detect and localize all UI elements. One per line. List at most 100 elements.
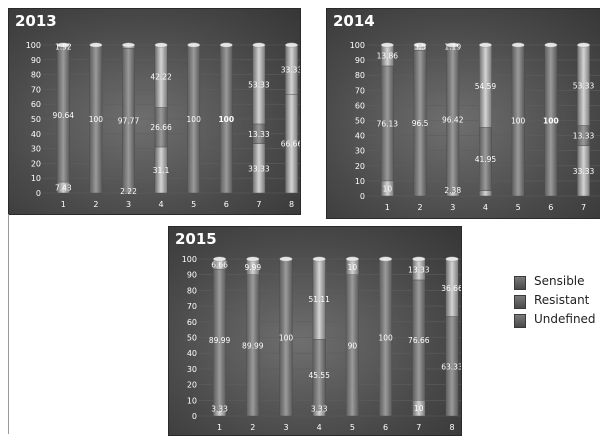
bar-cap	[252, 42, 266, 48]
data-label: 53.33	[573, 81, 595, 90]
data-label: 89.99	[209, 336, 231, 345]
legend: Sensible Resistant Undefined	[514, 274, 600, 332]
y-tick-label: 90	[31, 56, 41, 65]
x-tick-label: 1	[61, 200, 66, 209]
divider-line	[8, 214, 9, 434]
data-label: 90	[348, 341, 358, 350]
x-tick-label: 5	[516, 203, 521, 212]
bar-cap	[89, 42, 103, 48]
bar-cap	[511, 42, 525, 48]
legend-swatch-icon	[514, 295, 526, 309]
bar-cap	[219, 42, 233, 48]
x-tick-label: 6	[383, 423, 388, 432]
bar-cap	[122, 42, 135, 48]
y-tick-label: 70	[187, 302, 197, 311]
x-tick-label: 6	[548, 203, 553, 212]
data-label: 100	[378, 334, 393, 343]
data-label: 10	[383, 184, 393, 193]
data-label: 97.77	[118, 117, 140, 126]
data-label: 13.33	[573, 132, 595, 141]
data-label: 33.33	[248, 164, 270, 173]
chart-2014: 0102030405060708090100123456781076.1313.…	[350, 41, 600, 212]
data-label: 3.5	[414, 43, 426, 52]
chart-title: 2015	[175, 230, 217, 248]
y-tick-label: 40	[355, 132, 365, 141]
y-tick-label: 40	[187, 349, 197, 358]
y-tick-label: 10	[355, 177, 365, 186]
data-label: 51.11	[308, 295, 330, 304]
bar-cap	[154, 42, 168, 48]
bar-segment	[479, 190, 492, 197]
data-label: 100	[543, 117, 559, 126]
y-tick-label: 70	[355, 86, 365, 95]
bar-cap	[312, 256, 326, 262]
y-tick-label: 20	[355, 162, 365, 171]
data-label: 45.55	[308, 371, 330, 380]
bar-cap	[213, 256, 227, 262]
data-label: 100	[187, 115, 202, 124]
data-label: 13.33	[248, 130, 270, 139]
bar-cap	[412, 256, 426, 262]
bar-cap	[345, 256, 359, 262]
x-tick-label: 2	[250, 423, 255, 432]
x-tick-label: 7	[416, 423, 421, 432]
y-tick-label: 60	[355, 101, 365, 110]
y-tick-label: 60	[187, 318, 197, 327]
data-label: 2.38	[444, 186, 461, 195]
data-label: 100	[279, 334, 294, 343]
y-tick-label: 40	[31, 130, 41, 139]
data-label: 96.5	[412, 119, 429, 128]
legend-label: Undefined	[534, 312, 596, 326]
x-tick-label: 3	[126, 200, 131, 209]
y-tick-label: 80	[355, 71, 365, 80]
x-tick-label: 3	[283, 423, 288, 432]
data-label: 76.13	[377, 119, 399, 128]
y-tick-label: 90	[187, 271, 197, 280]
y-tick-label: 50	[187, 334, 197, 343]
data-label: 33.33	[573, 167, 595, 176]
y-tick-label: 70	[31, 85, 41, 94]
y-tick-label: 0	[36, 189, 41, 198]
data-label: 66.66	[281, 140, 300, 149]
data-label: 100	[89, 115, 104, 124]
y-tick-label: 100	[182, 255, 197, 264]
data-label: 13.33	[408, 265, 430, 274]
data-label: 63.33	[441, 362, 461, 371]
bar-cap	[479, 42, 492, 48]
x-tick-label: 4	[159, 200, 164, 209]
x-tick-label: 7	[256, 200, 261, 209]
bar-cap	[446, 42, 460, 48]
data-label: 10	[348, 263, 358, 272]
data-label: 13.86	[377, 51, 399, 60]
bar-cap	[445, 256, 459, 262]
y-tick-label: 50	[355, 117, 365, 126]
data-label: 90.64	[53, 111, 75, 120]
data-label: 76.66	[408, 336, 430, 345]
chart-2015: 0 10 20 30 40 50 60 70 80 90 100 1 2 3 4 5 6 7 8 3.33 89.99 6…	[182, 255, 461, 432]
y-tick-label: 30	[187, 365, 197, 374]
data-label: 100	[218, 115, 234, 124]
x-tick-label: 3	[450, 203, 455, 212]
bar-cap	[246, 256, 260, 262]
data-label: 31.1	[153, 166, 170, 175]
bar-cap	[56, 42, 70, 48]
bar-cap	[544, 42, 558, 48]
x-tick-label: 8	[449, 423, 454, 432]
data-label: 33.33	[281, 66, 300, 75]
data-label: 54.59	[475, 82, 497, 91]
chart-panel-2015: 0 10 20 30 40 50 60 70 80 90 100 1 2 3 4 5 6 7 8 3.33 89.99 6…	[168, 226, 462, 436]
legend-label: Sensible	[534, 274, 585, 288]
chart-panel-2013: 0 10 20 30 40 50 60 70 80 90 100 1 2 3 4 5 6 7 8 7.43 90.64 1…	[8, 8, 301, 215]
y-tick-label: 50	[31, 115, 41, 124]
y-tick-label: 60	[31, 100, 41, 109]
y-tick-label: 80	[31, 71, 41, 80]
x-tick-label: 6	[224, 200, 229, 209]
y-tick-label: 0	[360, 192, 365, 201]
x-tick-label: 2	[418, 203, 423, 212]
x-tick-label: 1	[217, 423, 222, 432]
x-tick-label: 5	[191, 200, 196, 209]
chart-panel-2014: 0102030405060708090100123456781076.1313.…	[326, 8, 600, 219]
x-tick-label: 8	[289, 200, 294, 209]
y-tick-label: 100	[26, 41, 41, 50]
y-tick-label: 100	[350, 41, 365, 50]
